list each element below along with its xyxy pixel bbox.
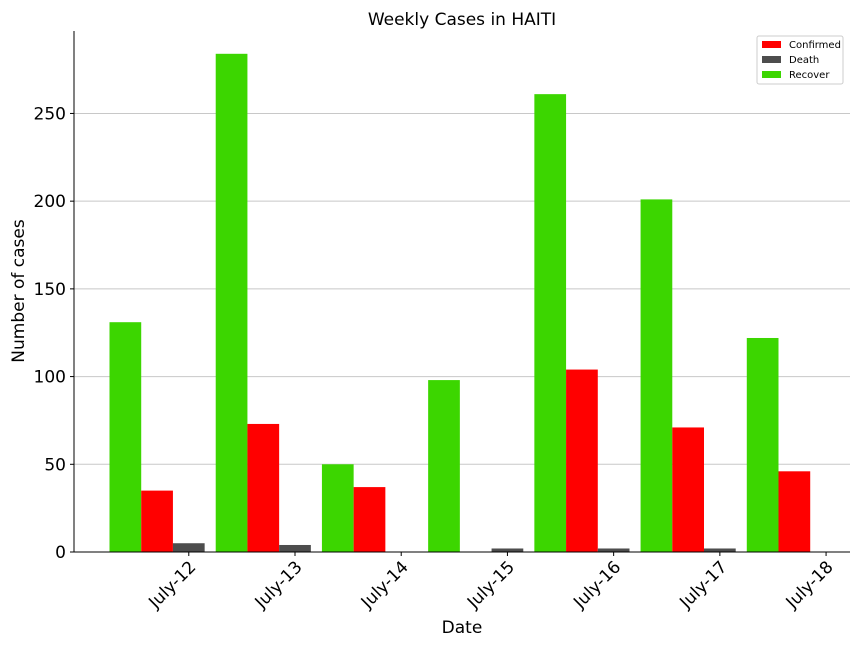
bar-recover bbox=[215, 53, 248, 552]
legend-label-death: Death bbox=[789, 55, 819, 66]
grid-lines bbox=[74, 112, 850, 465]
x-tick-label: July-17 bbox=[675, 557, 731, 613]
y-tick-label: 250 bbox=[34, 104, 66, 124]
bar-confirmed bbox=[778, 471, 811, 552]
bar-recover bbox=[746, 337, 779, 552]
legend-swatch-death bbox=[762, 56, 781, 63]
bar-recover bbox=[534, 94, 567, 552]
y-tick-label: 100 bbox=[34, 368, 66, 388]
x-ticks: July-12 July-13 July-14 July-15 July-16 July-… bbox=[144, 552, 838, 613]
legend-label-confirmed: Confirmed bbox=[789, 40, 841, 51]
x-tick-label: July-18 bbox=[782, 557, 838, 613]
bar-recover bbox=[321, 464, 354, 552]
bar-confirmed bbox=[353, 487, 386, 552]
bar-recover bbox=[640, 199, 673, 552]
y-ticks: 0 50 100 150 200 250 bbox=[34, 104, 74, 563]
bar-confirmed bbox=[141, 490, 173, 552]
y-tick-label: 0 bbox=[55, 543, 66, 563]
axes bbox=[73, 31, 850, 553]
x-tick-label: July-12 bbox=[144, 557, 200, 613]
bar-confirmed bbox=[672, 427, 704, 552]
bar-death bbox=[597, 548, 630, 552]
legend-swatch-recover bbox=[762, 71, 781, 78]
bars bbox=[109, 53, 811, 552]
bar-death bbox=[491, 548, 524, 552]
legend-swatch-confirmed bbox=[762, 41, 781, 48]
x-tick-label: July-13 bbox=[251, 557, 307, 613]
y-axis-label: Number of cases bbox=[9, 219, 29, 363]
x-axis-label: Date bbox=[442, 618, 483, 638]
legend-label-recover: Recover bbox=[789, 70, 830, 81]
bar-recover bbox=[109, 322, 142, 552]
y-tick-label: 150 bbox=[34, 280, 66, 300]
bar-death bbox=[279, 544, 311, 552]
x-tick-label: July-15 bbox=[463, 557, 519, 613]
legend: Confirmed Death Recover bbox=[756, 35, 844, 85]
bar-confirmed bbox=[566, 369, 598, 552]
x-tick-label: July-16 bbox=[569, 557, 625, 613]
bar-confirmed bbox=[247, 423, 280, 552]
bar-recover bbox=[428, 380, 460, 552]
y-tick-label: 50 bbox=[44, 455, 66, 475]
x-tick-label: July-14 bbox=[357, 557, 413, 613]
bar-death bbox=[704, 548, 736, 552]
chart-title: Weekly Cases in HAITI bbox=[368, 10, 556, 30]
bar-death bbox=[172, 543, 205, 552]
y-tick-label: 200 bbox=[34, 192, 66, 212]
